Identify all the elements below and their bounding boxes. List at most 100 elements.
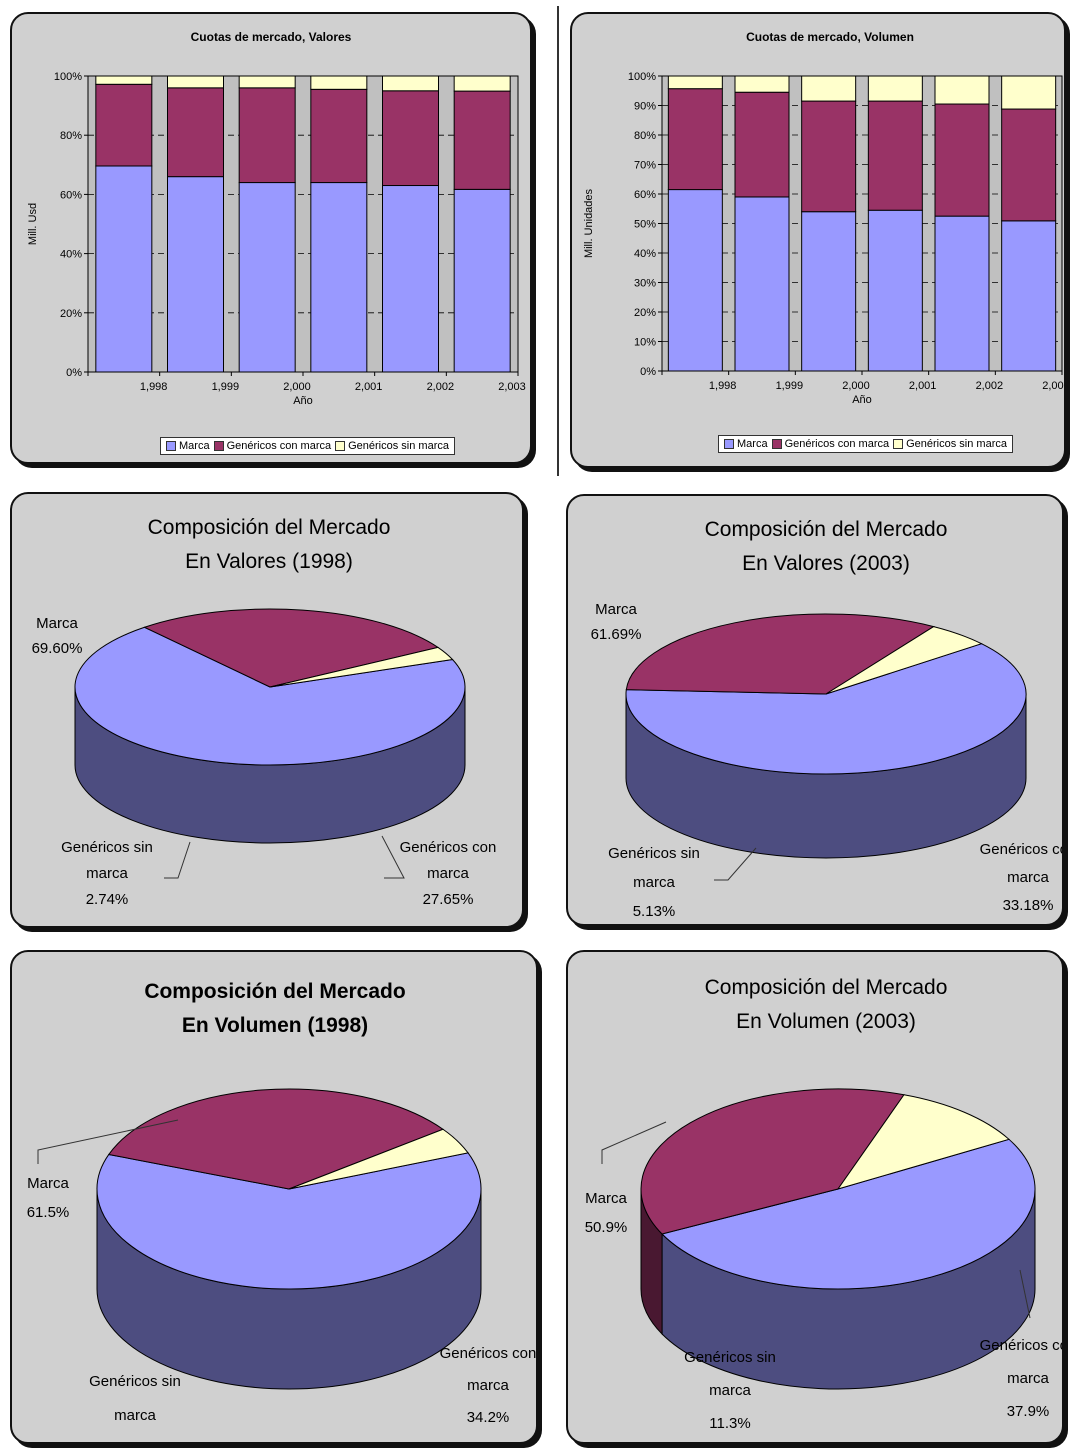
y-tick-label: 50% bbox=[634, 219, 656, 231]
y-axis-label: Mill. Usd bbox=[27, 203, 39, 245]
x-axis-label: Año bbox=[852, 394, 872, 406]
leader-line-marca bbox=[601, 1121, 667, 1164]
legend-swatch-sin-marca bbox=[335, 441, 346, 451]
slice-label-marca: 61.69% bbox=[591, 626, 642, 643]
slice-label-con-marca: Genéricos con bbox=[440, 1345, 537, 1362]
y-tick-label: 40% bbox=[634, 248, 656, 260]
slice-con-marca bbox=[625, 613, 935, 695]
slice-label-con-marca: Genéricos con bbox=[980, 841, 1064, 858]
bar-marca-2 bbox=[238, 182, 296, 373]
x-tick-label: 1,999 bbox=[776, 380, 804, 392]
slice-label-sin-marca: Genéricos sin bbox=[608, 845, 700, 862]
y-tick-label: 0% bbox=[640, 366, 656, 378]
x-tick-label: 1,998 bbox=[140, 381, 168, 393]
slice-label-con-marca: 34.2% bbox=[467, 1409, 510, 1426]
slice-label-con-marca: marca bbox=[1007, 869, 1049, 886]
slice-label-sin-marca: marca bbox=[633, 874, 675, 891]
bar-con-marca-0 bbox=[667, 88, 723, 191]
bar-con-marca-5 bbox=[453, 90, 511, 190]
slice-sin-marca bbox=[836, 1094, 1010, 1190]
slice-label-sin-marca: 2.74% bbox=[86, 891, 129, 908]
bar-marca-4 bbox=[382, 185, 439, 373]
bar-marca-2 bbox=[801, 211, 857, 372]
slice-label-marca: Marca bbox=[27, 1175, 69, 1192]
y-tick-label: 70% bbox=[634, 160, 656, 172]
bar-marca-5 bbox=[453, 188, 511, 373]
slice-label-con-marca: 33.18% bbox=[1003, 897, 1054, 914]
slice-label-sin-marca: 5.13% bbox=[633, 903, 676, 920]
bar-sin-marca-4 bbox=[934, 75, 990, 105]
bar-chart-volumen-panel: Cuotas de mercado, Volumen 0% 10% 20% 30% 40%… bbox=[570, 12, 1066, 468]
x-tick-label: 2,000 bbox=[283, 381, 311, 393]
pie-chart-valores-1998: Composición del Mercado En Valores (1998)… bbox=[32, 516, 497, 908]
leader-line-con-marca bbox=[1019, 1269, 1031, 1319]
pie-chart-valores-2003: Composición del Mercado En Valores (2003)… bbox=[591, 518, 1064, 920]
leader-line-sin-marca bbox=[164, 841, 191, 879]
legend-swatch-marca bbox=[166, 441, 176, 451]
pie-chart-valores-1998-panel: Composición del Mercado En Valores (1998)… bbox=[10, 492, 524, 928]
chart-title-line: En Volumen (2003) bbox=[736, 1010, 916, 1033]
chart-title-line: Composición del Mercado bbox=[705, 976, 948, 999]
bar-con-marca-2 bbox=[801, 100, 857, 213]
bar-con-marca-1 bbox=[734, 91, 790, 198]
bar-con-marca-3 bbox=[867, 100, 923, 211]
bar-chart-volumen: Cuotas de mercado, Volumen 0% 10% 20% 30% 40%… bbox=[583, 30, 1066, 406]
plot-area bbox=[87, 75, 519, 373]
legend-label-sin-marca: Genéricos sin marca bbox=[906, 438, 1007, 450]
y-tick-label: 60% bbox=[634, 189, 656, 201]
slice-label-sin-marca: Genéricos sin bbox=[61, 839, 153, 856]
slice-label-con-marca: marca bbox=[1007, 1370, 1049, 1387]
x-axis-label: Año bbox=[293, 395, 313, 407]
bar-marca-4 bbox=[934, 215, 990, 372]
y-tick-label: 60% bbox=[60, 189, 82, 201]
x-tick-label: 2,003 bbox=[498, 381, 526, 393]
x-tick-label: 2,003 bbox=[1042, 380, 1066, 392]
slice-label-con-marca: 27.65% bbox=[423, 891, 474, 908]
bar-con-marca-3 bbox=[310, 88, 368, 184]
slice-marca bbox=[74, 626, 466, 766]
slice-label-marca: 61.5% bbox=[27, 1204, 70, 1221]
slice-label-con-marca: Genéricos con bbox=[400, 839, 497, 856]
slice-label-marca: Marca bbox=[595, 601, 637, 618]
y-tick-label: 90% bbox=[634, 101, 656, 113]
bar-con-marca-1 bbox=[167, 87, 224, 178]
bar-sin-marca-3 bbox=[867, 75, 923, 102]
legend-label-marca: Marca bbox=[737, 438, 768, 450]
chart-title: Cuotas de mercado, Valores bbox=[191, 30, 352, 44]
x-tick-label: 2,001 bbox=[355, 381, 383, 393]
bar-marca-3 bbox=[867, 209, 923, 372]
chart-title-line: Composición del Mercado bbox=[148, 516, 391, 539]
legend-volumen: Marca Genéricos con marca Genéricos sin … bbox=[718, 435, 1013, 453]
bar-sin-marca-5 bbox=[1001, 75, 1057, 110]
pie-chart-volumen-1998-panel: Composición del Mercado En Volumen (1998)… bbox=[10, 950, 538, 1444]
x-tick-label: 2,001 bbox=[909, 380, 937, 392]
slice-marca bbox=[96, 1152, 482, 1290]
slice-label-sin-marca: Genéricos sin bbox=[89, 1373, 181, 1390]
slice-con-marca bbox=[143, 608, 440, 688]
x-tick-label: 1,998 bbox=[709, 380, 737, 392]
slice-label-marca: 50.9% bbox=[585, 1219, 628, 1236]
bar-sin-marca-2 bbox=[801, 75, 857, 102]
y-tick-label: 20% bbox=[60, 308, 82, 320]
pie-chart-volumen-2003-panel: Composición del Mercado En Volumen (2003)… bbox=[566, 950, 1064, 1444]
legend-label-con-marca: Genéricos con marca bbox=[226, 440, 332, 452]
slice-label-sin-marca: Genéricos sin bbox=[684, 1349, 776, 1366]
bar-sin-marca-2 bbox=[238, 75, 296, 89]
y-tick-label: 30% bbox=[634, 278, 656, 290]
slice-label-marca: 69.60% bbox=[32, 640, 83, 657]
slice-marca bbox=[661, 1138, 1036, 1290]
slice-label-marca: Marca bbox=[36, 615, 78, 632]
slice-sin-marca bbox=[288, 1128, 469, 1190]
slice-label-sin-marca: marca bbox=[86, 865, 128, 882]
bar-con-marca-0 bbox=[95, 83, 153, 167]
bar-sin-marca-5 bbox=[453, 75, 511, 92]
pie-chart-valores-2003-panel: Composición del Mercado En Valores (2003)… bbox=[566, 494, 1064, 926]
x-tick-label: 1,999 bbox=[212, 381, 240, 393]
legend-label-marca: Marca bbox=[179, 440, 210, 452]
slice-con-marca bbox=[640, 1088, 905, 1235]
bar-chart-valores: Cuotas de mercado, Valores 0% 20% 40% 60% 80%… bbox=[27, 30, 526, 407]
legend-swatch-con-marca bbox=[771, 439, 782, 449]
chart-title-line: En Valores (1998) bbox=[185, 550, 353, 573]
bar-marca-5 bbox=[1001, 220, 1057, 372]
legend-valores: Marca Genéricos con marca Genéricos sin … bbox=[160, 437, 455, 455]
